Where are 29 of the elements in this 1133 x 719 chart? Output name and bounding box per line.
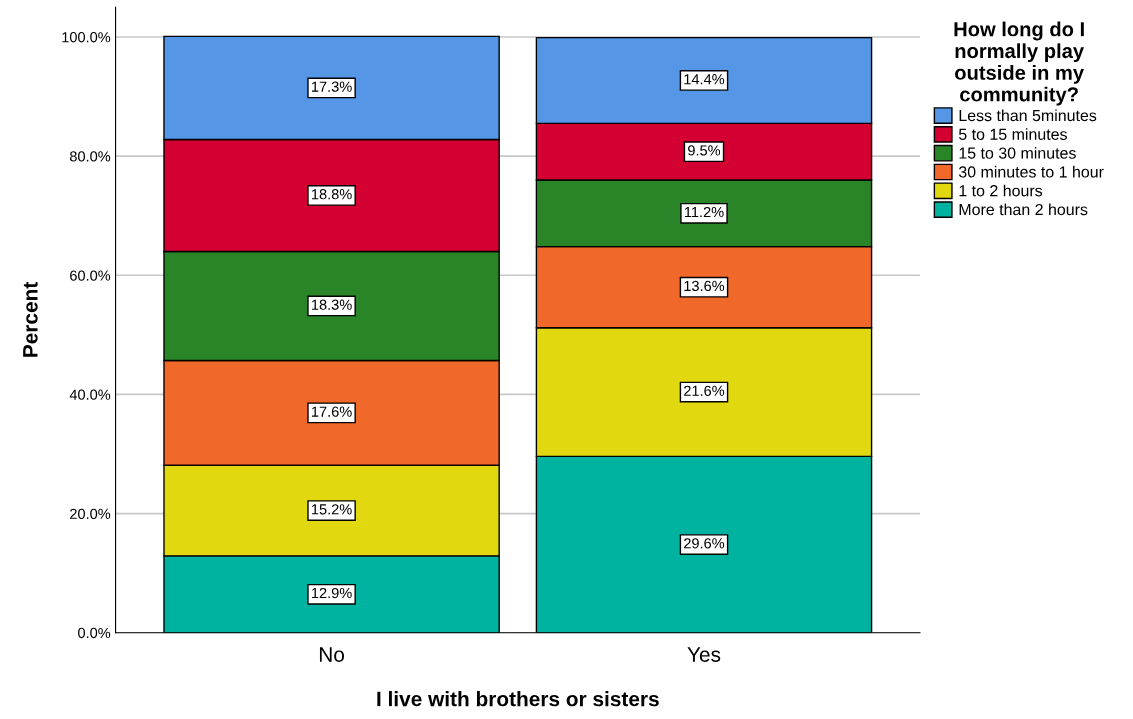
y-tick-label: 40.0% bbox=[69, 389, 111, 400]
legend-label: Less than 5minutes bbox=[959, 109, 1097, 122]
data-label: 14.4% bbox=[684, 74, 725, 85]
data-label: 15.2% bbox=[312, 504, 352, 515]
legend-title: How long do I normally play outside in my community? bbox=[954, 21, 1084, 106]
y-tick-label: 80.0% bbox=[69, 151, 111, 162]
data-label: 18.3% bbox=[312, 299, 352, 310]
data-label: 21.6% bbox=[684, 385, 725, 396]
data-label: 17.6% bbox=[312, 406, 352, 417]
data-label: 12.9% bbox=[312, 587, 352, 599]
y-tick-label: 0.0% bbox=[78, 627, 111, 639]
data-label: 13.6% bbox=[684, 280, 725, 292]
legend-label: More than 2 hours bbox=[959, 203, 1088, 216]
data-label: 29.6% bbox=[684, 538, 725, 549]
data-label: 9.5% bbox=[688, 145, 721, 156]
data-label: 18.8% bbox=[312, 189, 352, 200]
y-tick-label: 20.0% bbox=[70, 508, 111, 519]
data-label: 17.3% bbox=[312, 81, 352, 92]
x-tick-label: No bbox=[319, 647, 345, 662]
y-tick-label: 100.0% bbox=[62, 32, 111, 43]
legend-label: 5 to 15 minutes bbox=[958, 128, 1067, 140]
legend-label: 15 to 30 minutes bbox=[959, 147, 1076, 159]
y-axis-title: Percent bbox=[23, 281, 38, 357]
y-tick-label: 60.0% bbox=[70, 270, 111, 281]
data-label: 11.2% bbox=[684, 206, 724, 218]
legend-label: 30 minutes to 1 hour bbox=[958, 165, 1104, 178]
x-axis-title: I live with brothers or sisters bbox=[377, 691, 659, 707]
x-tick-label: Yes bbox=[687, 647, 721, 662]
legend-label: 1 to 2 hours bbox=[959, 184, 1043, 197]
